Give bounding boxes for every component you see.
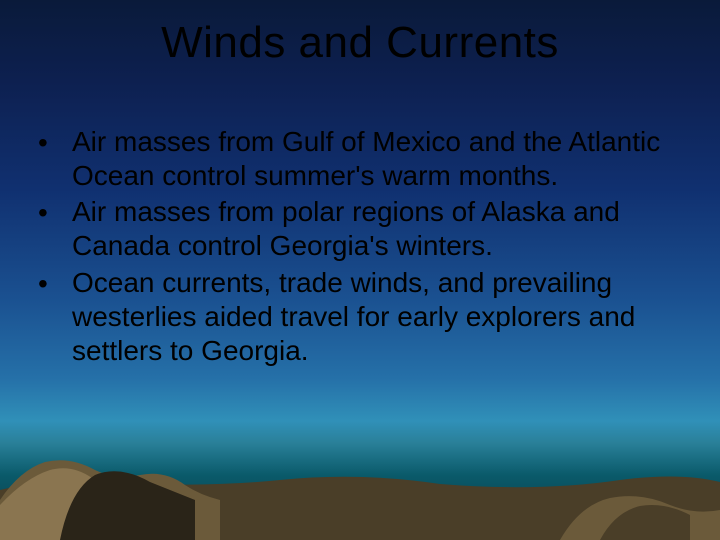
bullet-text: Ocean currents, trade winds, and prevail… bbox=[72, 266, 670, 368]
bullet-marker: • bbox=[38, 266, 72, 301]
slide: Winds and Currents • Air masses from Gul… bbox=[0, 0, 720, 540]
terrain-illustration bbox=[0, 420, 720, 540]
list-item: • Air masses from Gulf of Mexico and the… bbox=[38, 125, 670, 193]
list-item: • Ocean currents, trade winds, and preva… bbox=[38, 266, 670, 368]
list-item: • Air masses from polar regions of Alask… bbox=[38, 195, 670, 263]
slide-title: Winds and Currents bbox=[0, 18, 720, 68]
bullet-list: • Air masses from Gulf of Mexico and the… bbox=[38, 125, 670, 370]
bullet-marker: • bbox=[38, 125, 72, 160]
bullet-text: Air masses from polar regions of Alaska … bbox=[72, 195, 670, 263]
bullet-marker: • bbox=[38, 195, 72, 230]
bullet-text: Air masses from Gulf of Mexico and the A… bbox=[72, 125, 670, 193]
